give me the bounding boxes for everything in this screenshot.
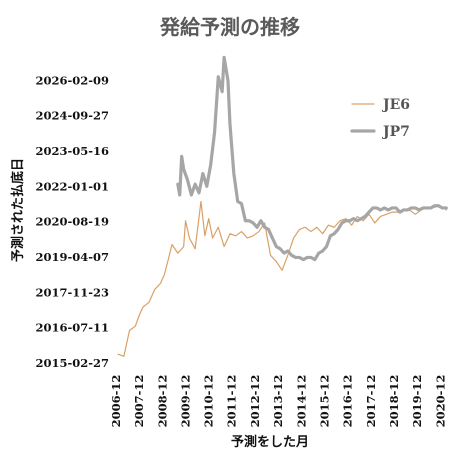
x-tick-label-6: 2012-12 xyxy=(248,375,262,428)
legend: JE6 JP7 xyxy=(350,97,410,140)
y-tick-label-5: 2022-01-01 xyxy=(35,179,109,193)
y-tick-label-2: 2017-11-23 xyxy=(35,285,109,299)
y-tick-label-1: 2016-07-11 xyxy=(35,321,109,335)
y-tick-label-6: 2023-05-16 xyxy=(35,144,109,158)
chart-title: 発給予測の推移 xyxy=(159,15,300,39)
x-axis-label: 予測をした月 xyxy=(231,434,309,450)
x-tick-label-4: 2010-12 xyxy=(202,375,216,428)
x-tick-label-1: 2007-12 xyxy=(132,375,146,428)
x-tick-label-0: 2006-12 xyxy=(109,375,123,428)
y-tick-label-0: 2015-02-27 xyxy=(35,356,109,370)
x-tick-label-13: 2019-12 xyxy=(410,375,424,428)
x-tick-label-2: 2008-12 xyxy=(155,375,169,428)
x-tick-label-11: 2017-12 xyxy=(364,375,378,428)
legend-label-je6: JE6 xyxy=(381,97,410,113)
x-tick-label-5: 2011-12 xyxy=(225,375,239,428)
series-line-je6 xyxy=(117,200,447,357)
x-tick-label-9: 2015-12 xyxy=(317,375,331,428)
x-tick-label-12: 2018-12 xyxy=(387,375,401,428)
x-tick-label-3: 2009-12 xyxy=(178,375,192,428)
y-tick-label-8: 2026-02-09 xyxy=(35,73,109,87)
y-tick-label-3: 2019-04-07 xyxy=(35,250,109,264)
x-tick-label-14: 2020-12 xyxy=(433,375,447,428)
axis-ticks-layer: 2015-02-27 2016-07-11 2017-11-23 2019-04-07… xyxy=(35,73,447,427)
y-tick-label-4: 2020-08-19 xyxy=(35,215,109,229)
y-tick-label-7: 2024-09-27 xyxy=(35,109,109,123)
x-tick-label-7: 2013-12 xyxy=(271,375,285,428)
series-layer xyxy=(117,55,448,357)
legend-label-jp7: JP7 xyxy=(381,124,410,140)
x-tick-label-8: 2014-12 xyxy=(294,375,308,428)
x-tick-label-10: 2016-12 xyxy=(341,375,355,428)
y-axis-label: 予測された払底日 xyxy=(10,158,26,262)
series-line-jp7 xyxy=(176,55,448,262)
